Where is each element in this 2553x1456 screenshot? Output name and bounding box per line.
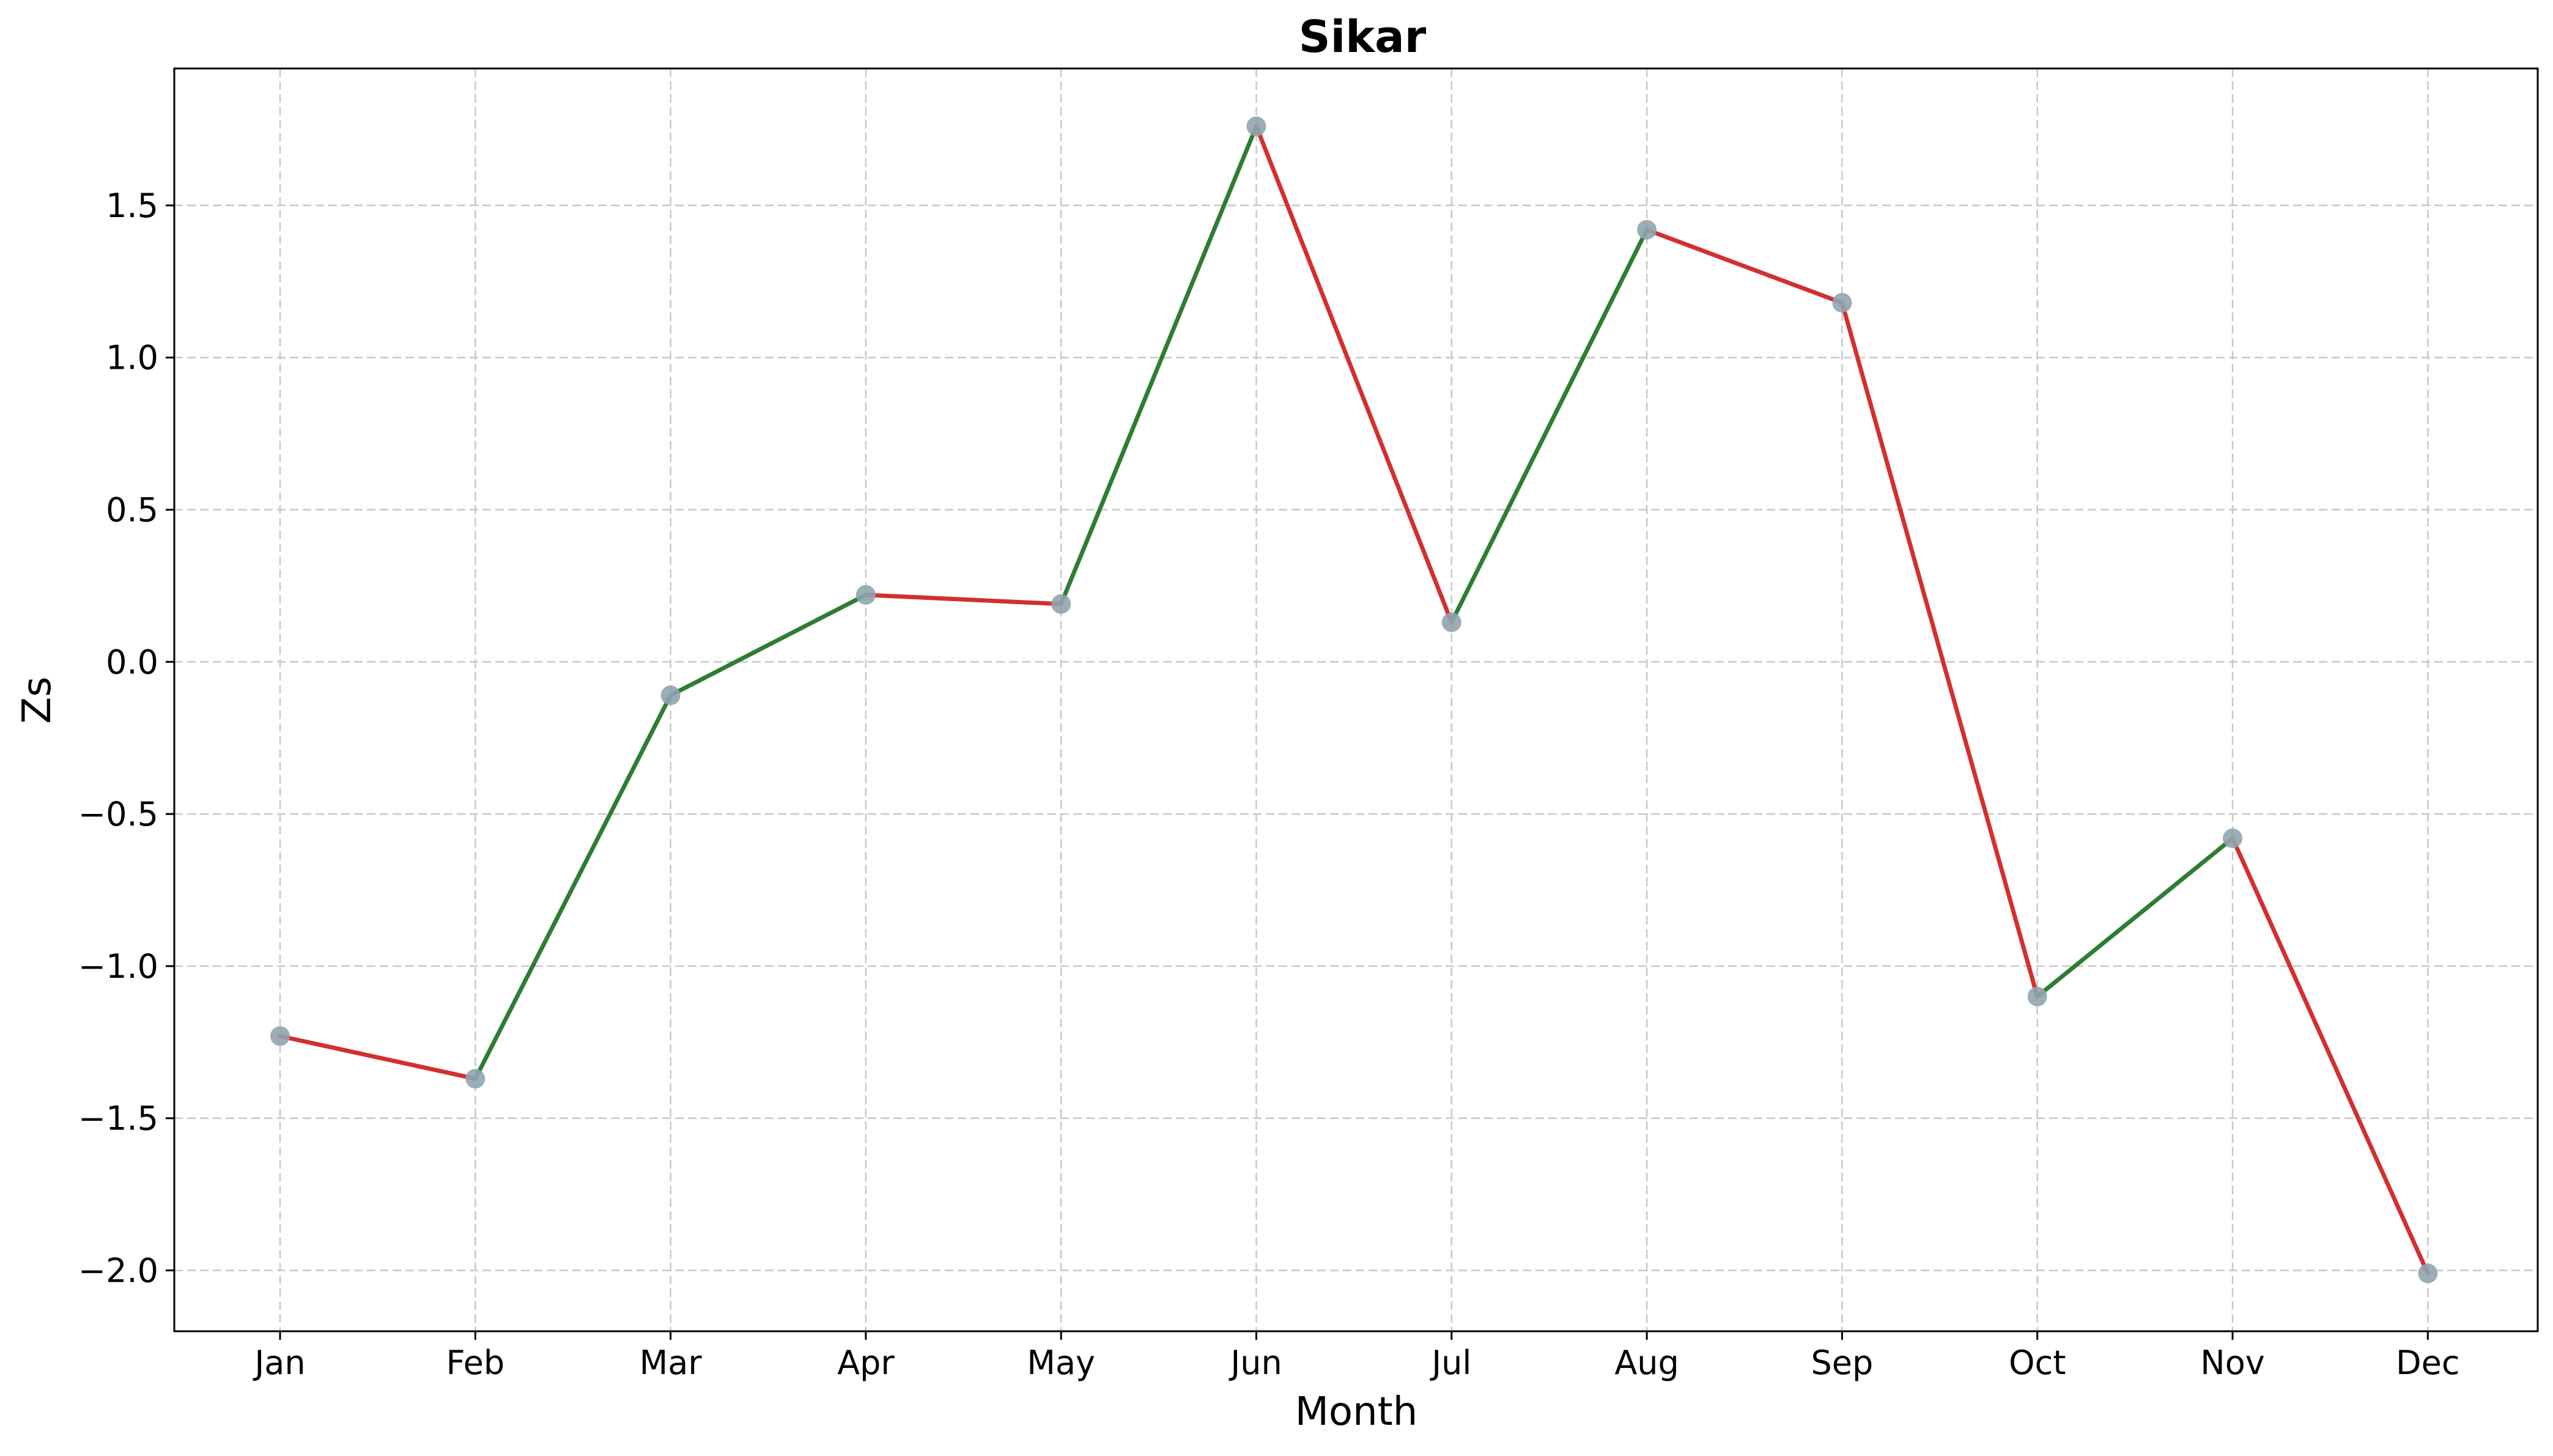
data-point [1246,116,1266,136]
x-tick-label: Jun [1228,1343,1282,1382]
y-tick-label: −1.0 [78,947,158,986]
chart-title: Sikar [1299,11,1427,62]
data-point [1441,612,1461,632]
y-tick-label: 1.0 [106,339,158,377]
line-segment-decrease [863,593,1063,607]
y-tick-label: 0.5 [106,491,158,530]
line-segment-increase [1059,124,1258,607]
y-axis-title: Zs [15,676,60,723]
y-tick-label: 0.0 [106,643,158,681]
x-tick-label: Mar [640,1343,703,1382]
marker-layer [270,116,2438,1284]
data-point [2418,1263,2438,1284]
line-segment-increase [2035,836,2235,999]
line-segment-decrease [278,1033,478,1081]
line-segment-increase [668,593,868,698]
data-point [465,1069,486,1088]
data-point [660,686,681,706]
data-point [270,1026,290,1046]
grid-layer [174,68,2538,1331]
data-point [2223,828,2242,848]
x-tick-label: Feb [446,1343,504,1382]
x-tick-label: Jan [253,1343,305,1382]
x-tick-label: Sep [1811,1343,1874,1382]
line-segment-decrease [2230,836,2430,1276]
x-axis-title: Month [1295,1389,1418,1435]
tick-layer: Jan Feb Mar Apr May Jun Jul Aug Sep Oct Nov Dec −2.0… [78,187,2460,1382]
line-segment-decrease [1839,300,2040,999]
line-segment-increase [1449,227,1649,625]
line-segment-decrease [1254,124,1454,625]
x-tick-label: Oct [2009,1343,2066,1382]
x-tick-label: Apr [837,1343,895,1382]
data-point [855,585,876,605]
line-segment-decrease [1644,227,1844,305]
y-tick-label: −2.0 [78,1251,158,1290]
data-point [1051,594,1071,614]
data-point [1637,220,1657,240]
line-segment-increase [473,693,673,1081]
x-tick-label: Aug [1614,1343,1679,1382]
y-tick-label: −1.5 [78,1099,158,1138]
x-tick-label: Jul [1430,1343,1471,1382]
y-tick-label: −0.5 [78,795,158,833]
y-tick-label: 1.5 [106,187,158,225]
x-tick-label: May [1027,1343,1095,1382]
data-point [2027,986,2047,1007]
line-layer [278,124,2430,1276]
x-tick-label: Nov [2200,1343,2264,1382]
plot-area-frame [173,67,2539,1332]
x-tick-label: Dec [2396,1343,2460,1382]
data-point [1832,293,1852,313]
